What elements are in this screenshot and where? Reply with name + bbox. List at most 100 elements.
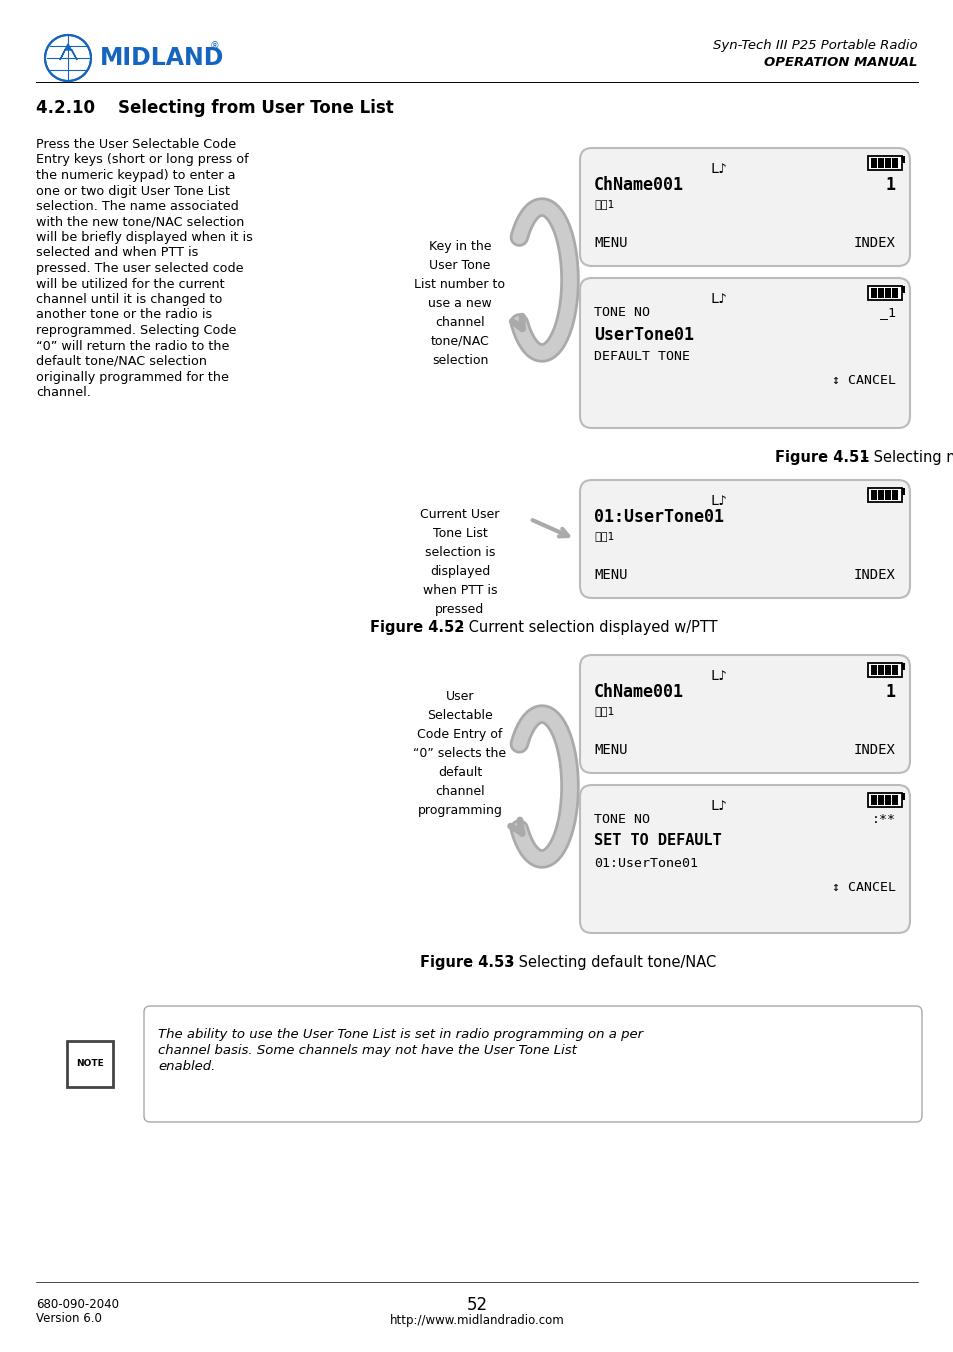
Bar [884,158,890,168]
Text: channel.: channel. [36,387,91,399]
Polygon shape [60,45,77,59]
Bar [901,287,904,293]
Text: 1: 1 [885,683,895,700]
Text: L♪: L♪ [709,669,726,683]
Text: 680-090-2040: 680-090-2040 [36,1298,119,1311]
Bar [867,287,901,300]
Text: ®: ® [210,41,219,51]
Text: Press the User Selectable Code: Press the User Selectable Code [36,138,236,151]
Bar [884,288,890,297]
Text: pressed. The user selected code: pressed. The user selected code [36,262,243,274]
FancyBboxPatch shape [579,654,909,773]
Bar [884,489,890,500]
Text: Syn-Tech III P25 Portable Radio: Syn-Tech III P25 Portable Radio [713,39,917,53]
Bar [867,794,901,807]
Text: MENU: MENU [594,568,627,581]
Bar [870,158,876,168]
Text: Figure 4.52: Figure 4.52 [370,621,464,635]
Text: User
Selectable
Code Entry of
“0” selects the
default
channel
programming: User Selectable Code Entry of “0” select… [413,690,506,817]
Bar [877,288,883,297]
Text: _1: _1 [879,306,895,319]
Text: L♪: L♪ [709,493,726,508]
Text: 4.2.10    Selecting from User Tone List: 4.2.10 Selecting from User Tone List [36,99,394,118]
Text: Current User
Tone List
selection is
displayed
when PTT is
pressed: Current User Tone List selection is disp… [420,508,499,617]
Text: Version 6.0: Version 6.0 [36,1311,102,1325]
Text: the numeric keypad) to enter a: the numeric keypad) to enter a [36,169,235,183]
Text: Figure 4.53: Figure 4.53 [419,955,514,969]
FancyBboxPatch shape [579,279,909,429]
Text: MENU: MENU [594,744,627,757]
Bar [877,795,883,804]
Text: INDEX: INDEX [853,237,895,250]
Bar [891,795,897,804]
Text: reprogrammed. Selecting Code: reprogrammed. Selecting Code [36,324,236,337]
Bar [867,155,901,170]
Bar [901,155,904,164]
Bar [901,662,904,671]
Text: channel until it is changed to: channel until it is changed to [36,293,222,306]
Text: will be briefly displayed when it is: will be briefly displayed when it is [36,231,253,243]
Text: ChName001: ChName001 [594,176,683,193]
Bar [877,158,883,168]
Text: MENU: MENU [594,237,627,250]
Bar [901,794,904,800]
Text: TONE NO: TONE NO [594,306,649,319]
Text: http://www.midlandradio.com: http://www.midlandradio.com [389,1314,564,1328]
Text: – Selecting default tone/NAC: – Selecting default tone/NAC [501,955,716,969]
Text: UserTone01: UserTone01 [594,326,693,343]
Bar [884,665,890,675]
Text: INDEX: INDEX [853,744,895,757]
Bar [870,665,876,675]
Bar [877,489,883,500]
Text: The ability to use the User Tone List is set in radio programming on a per: The ability to use the User Tone List is… [158,1028,642,1041]
FancyBboxPatch shape [579,480,909,598]
Bar [870,288,876,297]
Text: ↕ CANCEL: ↕ CANCEL [831,375,895,387]
Bar [884,795,890,804]
Bar [891,489,897,500]
Text: one or two digit User Tone List: one or two digit User Tone List [36,184,230,197]
Text: L♪: L♪ [709,292,726,306]
Text: default tone/NAC selection: default tone/NAC selection [36,356,207,368]
Bar [877,665,883,675]
Text: MIDLAND: MIDLAND [100,46,224,70]
Text: OPERATION MANUAL: OPERATION MANUAL [763,57,917,69]
Text: “0” will return the radio to the: “0” will return the radio to the [36,339,229,353]
Text: 辺⁳1: 辺⁳1 [594,199,614,210]
Text: 辺⁳1: 辺⁳1 [594,531,614,541]
Bar [870,489,876,500]
FancyBboxPatch shape [579,786,909,933]
Bar [891,665,897,675]
Text: originally programmed for the: originally programmed for the [36,370,229,384]
Text: selection. The name associated: selection. The name associated [36,200,238,214]
Text: 52: 52 [466,1297,487,1314]
Text: Figure 4.51: Figure 4.51 [774,450,868,465]
Circle shape [45,35,91,81]
FancyBboxPatch shape [144,1006,921,1122]
Bar [870,795,876,804]
Bar [867,662,901,677]
Text: Key in the
User Tone
List number to
use a new
channel
tone/NAC
selection: Key in the User Tone List number to use … [414,241,505,366]
Text: 辺⁳1: 辺⁳1 [594,706,614,717]
Text: Entry keys (short or long press of: Entry keys (short or long press of [36,154,249,166]
Text: 01:UserTone01: 01:UserTone01 [594,857,698,869]
Text: 1: 1 [885,176,895,193]
Text: NOTE: NOTE [76,1060,104,1068]
Text: with the new tone/NAC selection: with the new tone/NAC selection [36,215,244,228]
Text: INDEX: INDEX [853,568,895,581]
Text: selected and when PTT is: selected and when PTT is [36,246,198,260]
FancyBboxPatch shape [579,147,909,266]
Text: TONE NO: TONE NO [594,813,649,826]
Text: – Selecting new user tone/NAC: – Selecting new user tone/NAC [856,450,953,465]
Text: 01:UserTone01: 01:UserTone01 [594,508,723,526]
Text: channel basis. Some channels may not have the User Tone List: channel basis. Some channels may not hav… [158,1044,577,1057]
Bar [867,488,901,502]
Text: L♪: L♪ [709,799,726,813]
Text: will be utilized for the current: will be utilized for the current [36,277,224,291]
Text: DEFAULT TONE: DEFAULT TONE [594,350,689,362]
Text: – Current selection displayed w/PTT: – Current selection displayed w/PTT [452,621,717,635]
Bar [901,488,904,495]
Text: ↕ CANCEL: ↕ CANCEL [831,882,895,894]
Text: :**: :** [871,813,895,826]
Bar [891,288,897,297]
